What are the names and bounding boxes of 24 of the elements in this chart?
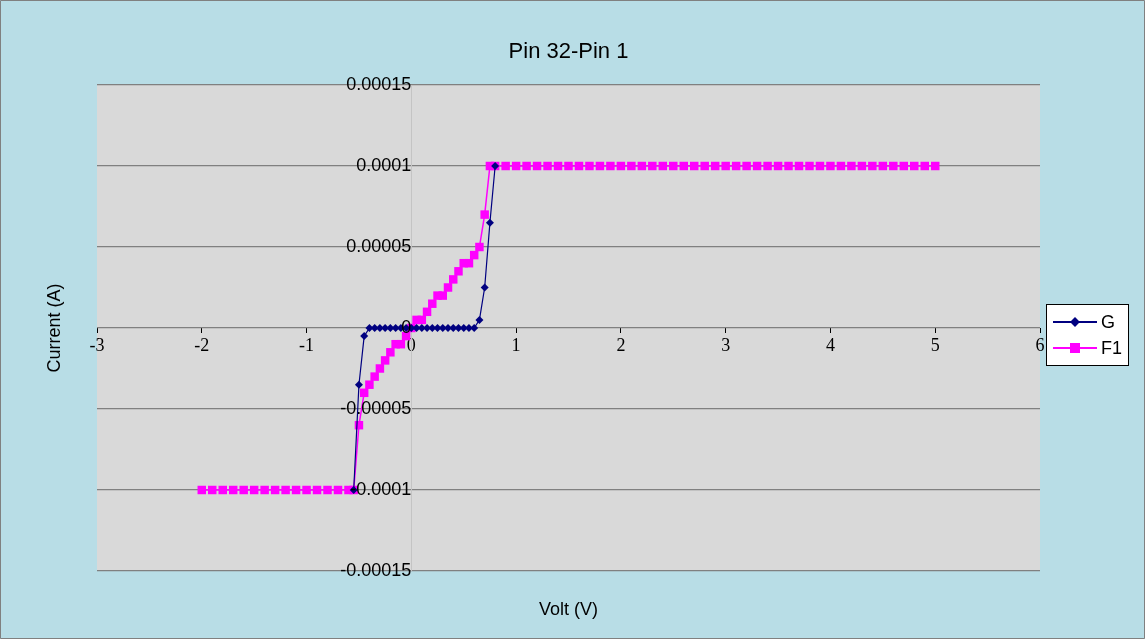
x-tick-label: 1 (511, 334, 521, 355)
y-axis-title: Current (A) (43, 283, 64, 373)
y-tick-label: -0.00015 (340, 559, 412, 580)
legend-label: G (1101, 311, 1116, 333)
x-tick-label: 6 (1035, 334, 1045, 355)
x-axis-title: Volt (V) (538, 598, 599, 619)
point (480, 283, 489, 292)
point (485, 218, 494, 227)
x-tick-label: -2 (194, 334, 210, 355)
legend-label: F1 (1101, 337, 1123, 359)
y-tick-label: 0.00005 (346, 235, 412, 256)
x-tick-label: -1 (299, 334, 315, 355)
point (360, 332, 369, 341)
point (354, 380, 363, 389)
chart-title: Pin 32-Pin 1 (508, 38, 629, 64)
y-tick-label: 0.0001 (356, 154, 412, 175)
x-tick-label: 5 (930, 334, 940, 355)
point (470, 324, 479, 332)
x-tick-label: 3 (721, 334, 731, 355)
x-tick-label: -3 (89, 334, 105, 355)
y-tick-label: 0.00015 (346, 73, 412, 94)
x-tick-label: 4 (825, 334, 835, 355)
x-tick-label: 2 (616, 334, 626, 355)
point (475, 315, 484, 324)
